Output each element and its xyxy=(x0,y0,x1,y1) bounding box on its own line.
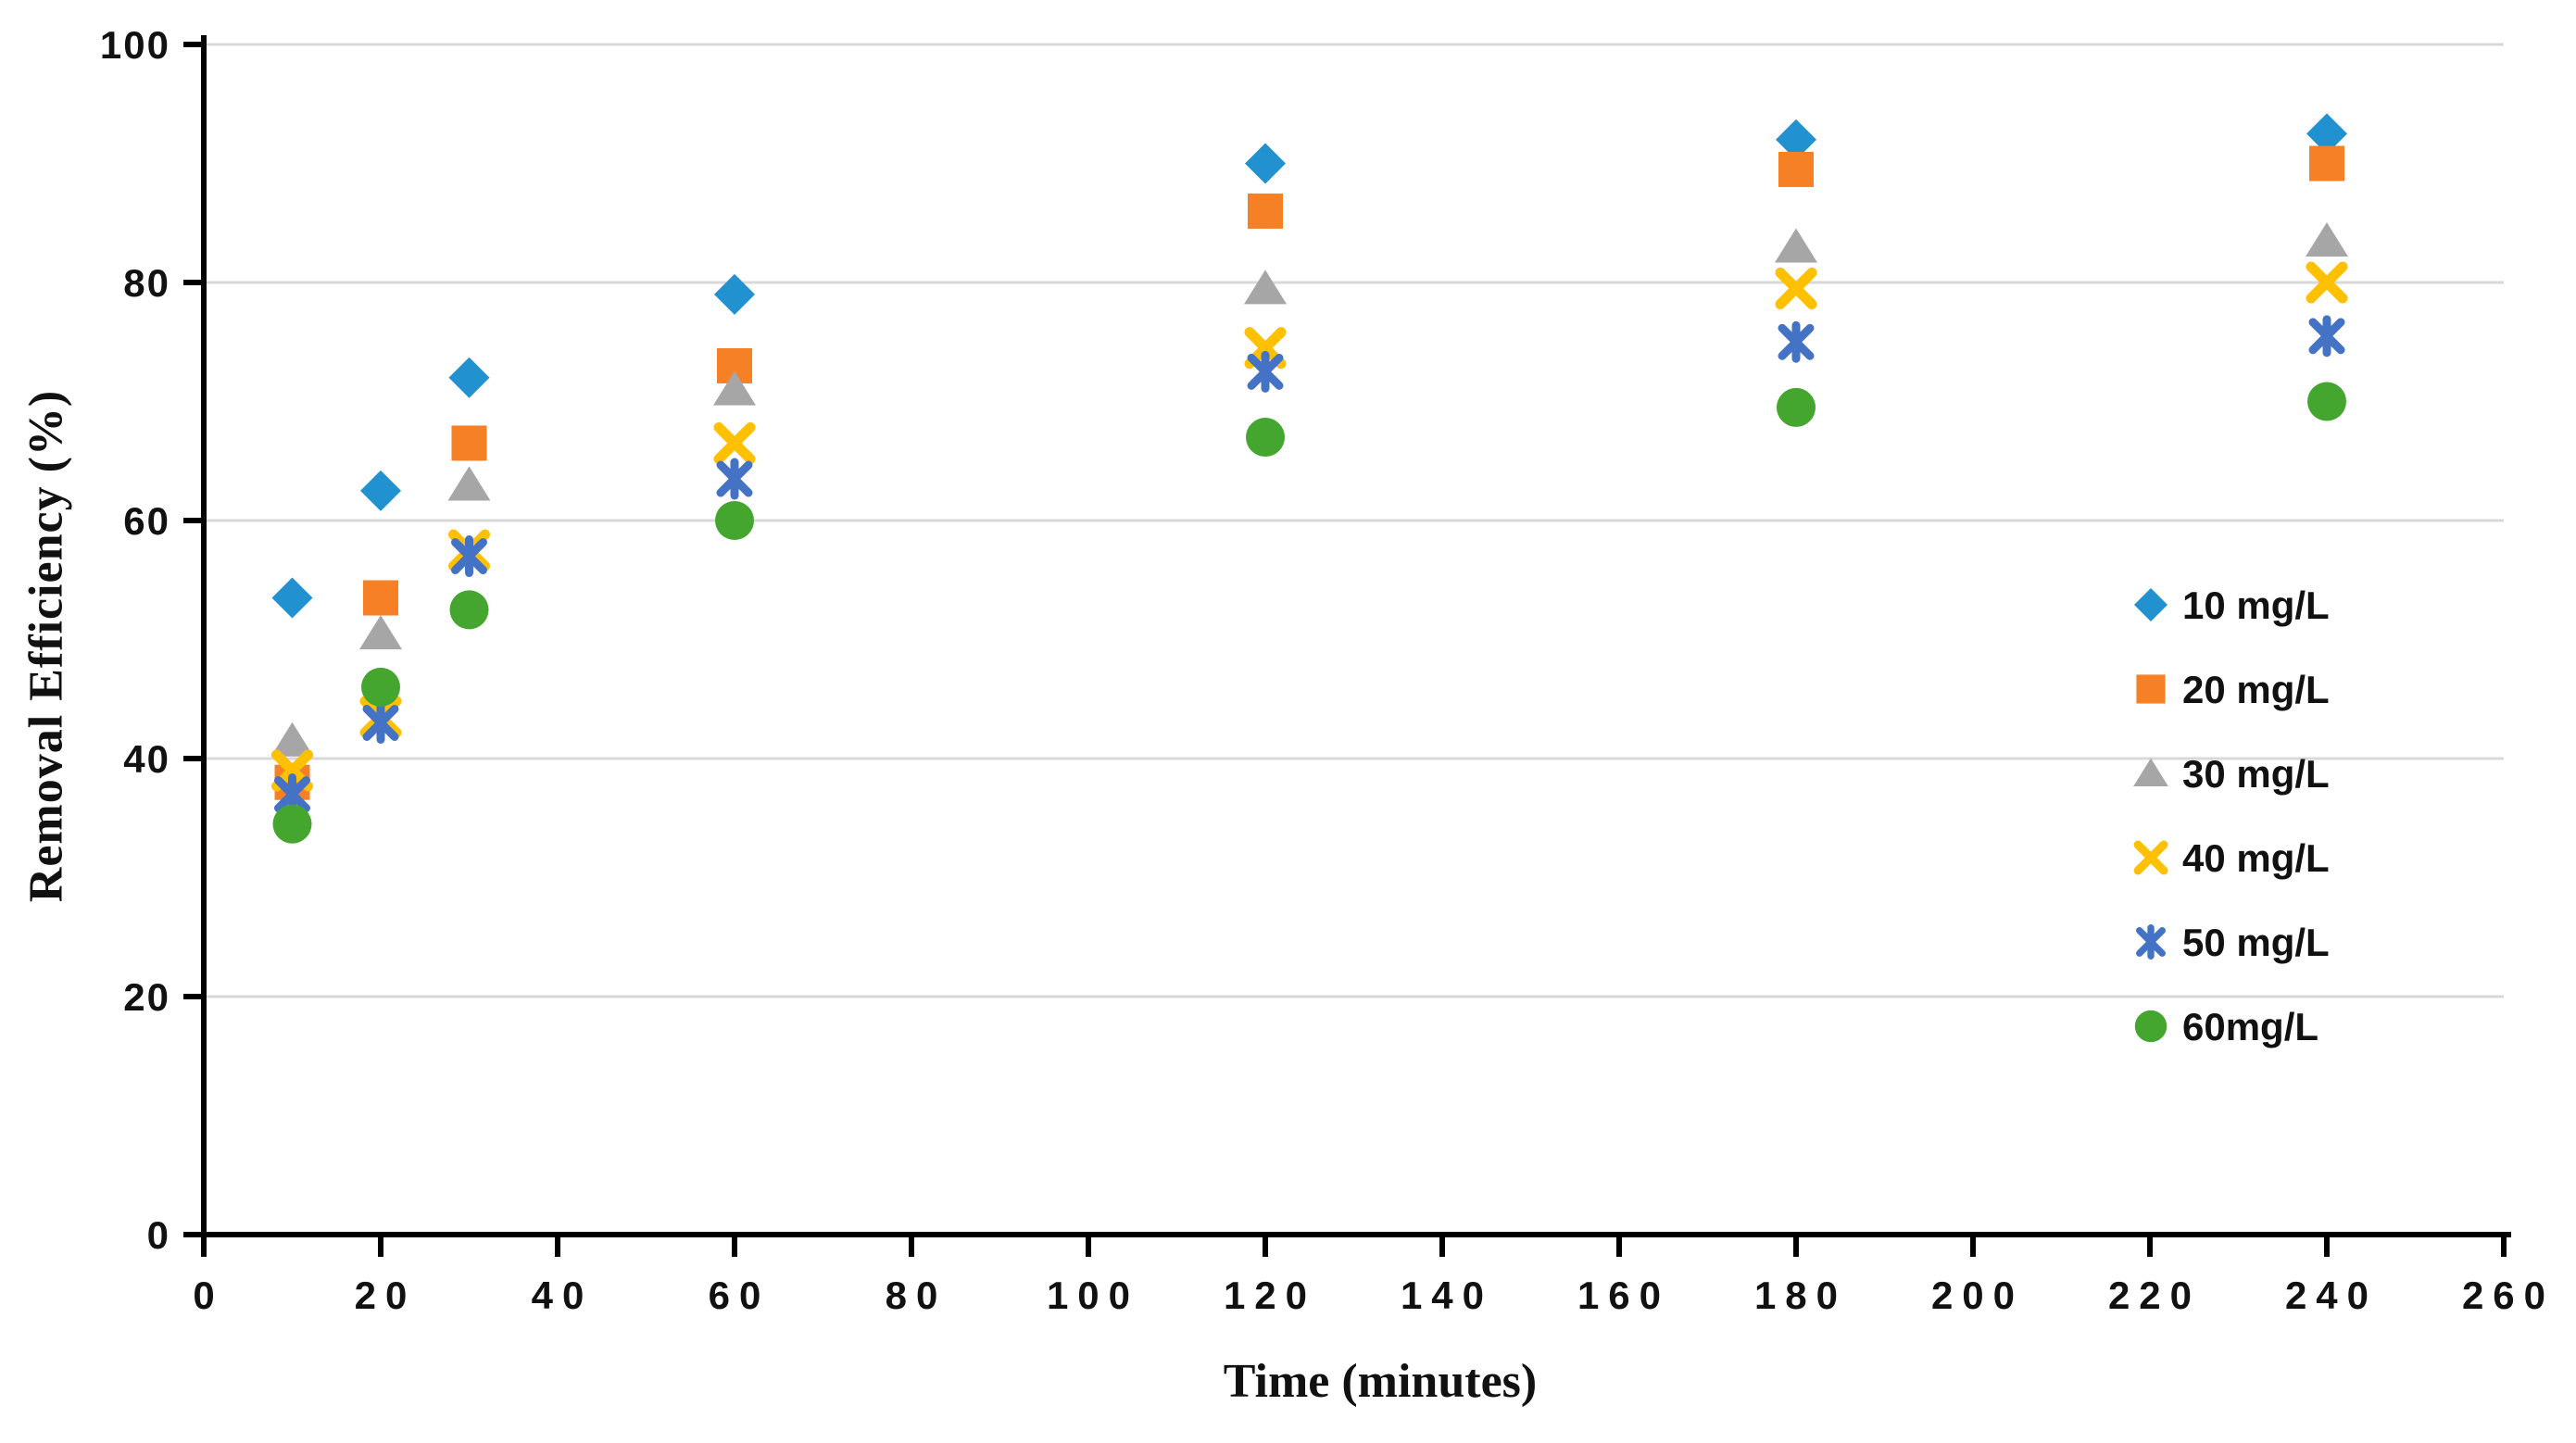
y-tick-label: 80 xyxy=(123,261,170,305)
data-point-triangle xyxy=(447,466,491,501)
data-point-star xyxy=(1778,320,1815,363)
data-point-diamond xyxy=(360,470,401,511)
data-point-circle xyxy=(449,590,489,630)
x-tick-label: 20 xyxy=(355,1274,417,1317)
data-point-circle xyxy=(272,804,312,844)
data-point-triangle xyxy=(270,722,314,757)
legend-label: 10 mg/L xyxy=(2182,583,2330,627)
legend-label: 60mg/L xyxy=(2182,1005,2318,1048)
data-point-diamond xyxy=(1245,143,1286,184)
data-point-square xyxy=(1778,151,1814,187)
data-point-x xyxy=(2306,261,2348,304)
data-point-diamond xyxy=(271,577,313,619)
data-point-triangle xyxy=(2133,758,2168,786)
y-tick-label: 40 xyxy=(123,737,170,781)
data-point-x xyxy=(713,421,756,464)
data-point-star xyxy=(1247,350,1284,393)
data-point-square xyxy=(363,580,398,616)
data-point-diamond xyxy=(2306,113,2347,155)
data-point-square xyxy=(2309,145,2344,182)
x-tick-label: 220 xyxy=(2108,1274,2201,1317)
x-tick-label: 260 xyxy=(2462,1274,2555,1317)
x-tick-label: 80 xyxy=(886,1274,948,1317)
x-tick-label: 60 xyxy=(709,1274,771,1317)
data-point-triangle xyxy=(2306,222,2348,257)
data-point-circle xyxy=(1777,387,1816,427)
legend-label: 50 mg/L xyxy=(2182,921,2330,964)
data-point-circle xyxy=(715,501,754,540)
y-tick-label: 0 xyxy=(147,1213,170,1257)
x-tick-label: 40 xyxy=(532,1274,594,1317)
data-point-triangle xyxy=(1244,270,1287,305)
data-point-circle xyxy=(2134,1010,2168,1043)
x-tick-label: 180 xyxy=(1754,1274,1847,1317)
data-point-square xyxy=(451,425,487,461)
data-point-diamond xyxy=(448,357,490,398)
data-point-triangle xyxy=(1775,228,1817,263)
data-point-star xyxy=(451,535,487,578)
data-point-square xyxy=(1248,193,1283,229)
x-tick-label: 240 xyxy=(2285,1274,2378,1317)
data-point-diamond xyxy=(2133,587,2168,622)
x-axis-title: Time (minutes) xyxy=(1223,1355,1538,1408)
data-point-star xyxy=(2136,924,2166,960)
legend-label: 20 mg/L xyxy=(2182,668,2330,711)
legend-label: 30 mg/L xyxy=(2182,752,2330,796)
data-point-x xyxy=(2133,840,2168,875)
data-point-star xyxy=(2308,315,2345,358)
data-point-triangle xyxy=(359,615,402,650)
data-point-diamond xyxy=(1776,119,1816,160)
x-tick-label: 160 xyxy=(1577,1274,1670,1317)
data-point-circle xyxy=(2307,382,2346,421)
x-tick-label: 140 xyxy=(1401,1274,1493,1317)
data-point-circle xyxy=(361,667,400,707)
data-point-triangle xyxy=(713,370,756,406)
y-tick-label: 60 xyxy=(123,499,170,543)
y-axis-title: Removal Efficiency (%) xyxy=(19,389,73,903)
legend-label: 40 mg/L xyxy=(2182,836,2330,880)
data-point-diamond xyxy=(714,273,755,315)
x-tick-label: 120 xyxy=(1224,1274,1316,1317)
x-tick-label: 200 xyxy=(1931,1274,2024,1317)
y-tick-label: 100 xyxy=(100,23,170,67)
data-point-circle xyxy=(1246,418,1285,458)
data-point-star xyxy=(362,701,399,744)
data-point-square xyxy=(2136,674,2166,704)
x-tick-label: 0 xyxy=(193,1274,223,1317)
y-tick-label: 20 xyxy=(123,975,170,1019)
data-point-x xyxy=(1775,267,1817,309)
data-point-star xyxy=(716,458,753,500)
x-tick-label: 100 xyxy=(1047,1274,1139,1317)
